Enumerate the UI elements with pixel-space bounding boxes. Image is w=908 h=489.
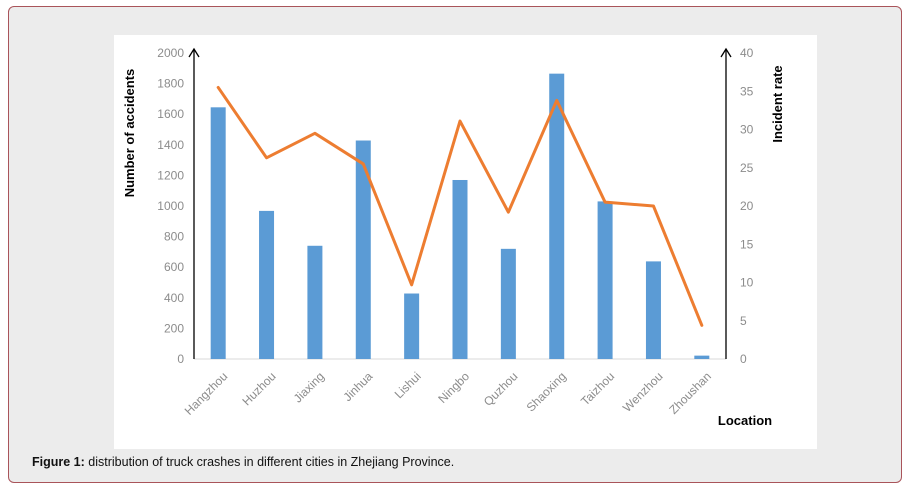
y-tick-label: 1800	[157, 77, 184, 91]
y-tick-label: 600	[164, 260, 184, 274]
y2-tick-label: 35	[740, 84, 754, 98]
incident-rate-line	[216, 85, 704, 327]
x-tick-label: Taizhou	[578, 369, 617, 408]
x-tick-label: Shaoxing	[524, 369, 569, 414]
x-tick-label: Lishui	[392, 369, 424, 401]
y-tick-label: 1000	[157, 199, 184, 213]
x-axis-title: Location	[718, 413, 772, 428]
x-tick-label: Wenzhou	[620, 369, 666, 415]
y-tick-label: 1200	[157, 168, 184, 182]
y-tick-label: 2000	[157, 46, 184, 60]
y2-tick-label: 25	[740, 161, 754, 175]
caption-label: Figure 1:	[32, 455, 85, 469]
y2-tick-label: 30	[740, 123, 754, 137]
y2-tick-label: 20	[740, 199, 754, 213]
bar	[259, 210, 275, 359]
y2-tick-label: 5	[740, 314, 747, 328]
y-tick-label: 400	[164, 291, 184, 305]
bar	[645, 261, 661, 359]
y-axis-left-arrow	[188, 47, 200, 58]
bar	[452, 179, 468, 359]
y2-tick-label: 15	[740, 237, 754, 251]
x-tick-label: Quzhou	[481, 369, 521, 409]
y2-tick-label: 40	[740, 46, 754, 60]
y-tick-label: 0	[177, 352, 184, 366]
bar	[404, 293, 420, 359]
bar	[355, 140, 371, 359]
x-tick-label: Ningbo	[435, 369, 472, 406]
x-tick-label: Jiaxing	[291, 369, 327, 405]
bar	[307, 245, 323, 359]
caption-text: distribution of truck crashes in differe…	[88, 455, 455, 469]
x-tick-label: Jinhua	[340, 369, 375, 404]
y2-axis-title: Incident rate	[770, 65, 785, 142]
y-tick-label: 200	[164, 321, 184, 335]
x-tick-label: Hangzhou	[182, 369, 231, 418]
bar	[500, 248, 516, 359]
x-tick-label: Huzhou	[240, 369, 279, 408]
y-axis-right-arrow	[720, 47, 732, 58]
y-tick-label: 1400	[157, 138, 184, 152]
y2-tick-label: 10	[740, 276, 754, 290]
bar	[694, 355, 710, 359]
bar	[210, 107, 226, 359]
figure-caption: Figure 1: distribution of truck crashes …	[32, 455, 454, 469]
y-axis-title: Number of accidents	[122, 69, 137, 198]
x-tick-label: Zhoushan	[666, 369, 714, 417]
y-tick-label: 1600	[157, 107, 184, 121]
y-tick-label: 800	[164, 230, 184, 244]
bar	[597, 201, 613, 359]
y2-tick-label: 0	[740, 352, 747, 366]
bar	[549, 73, 565, 359]
